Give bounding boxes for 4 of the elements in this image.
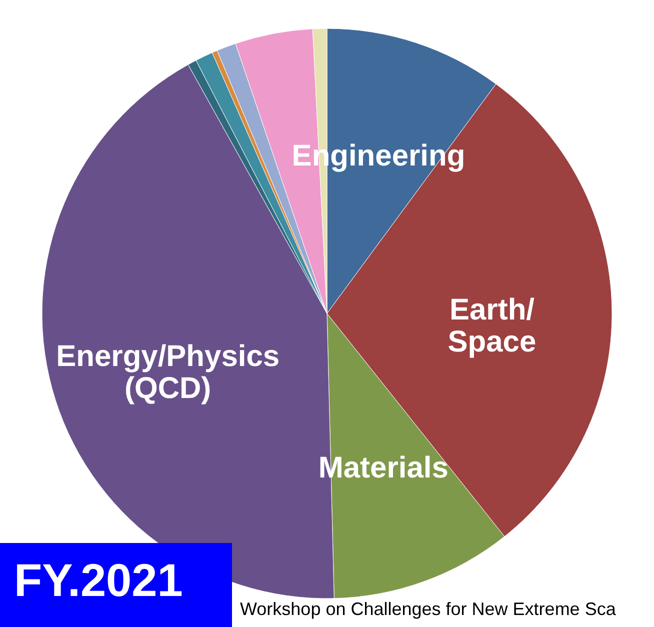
slice-label: Energy/Physics (QCD) (56, 340, 280, 406)
slice-label: Earth/ Space (448, 293, 536, 358)
text: FY.2021 (14, 554, 183, 606)
text: Workshop on Challenges for New Extreme Sca (240, 599, 617, 619)
